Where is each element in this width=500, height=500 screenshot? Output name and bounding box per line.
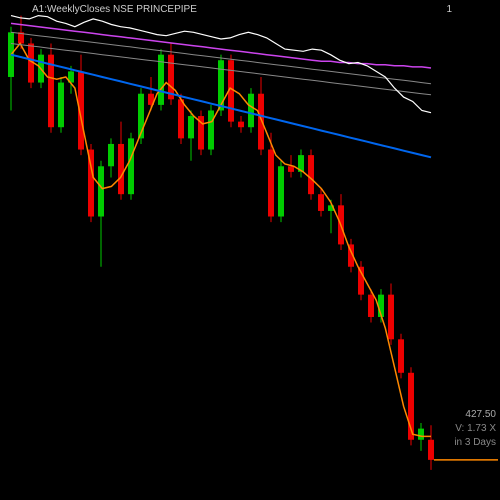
chart-interval: 1 bbox=[446, 4, 452, 15]
volume-label: V: 1.73 X bbox=[454, 422, 496, 436]
last-price: 427.50 bbox=[454, 408, 496, 422]
price-panel: 427.50 V: 1.73 X in 3 Days bbox=[454, 408, 496, 450]
candlestick-chart bbox=[0, 0, 500, 500]
chart-title: A1:WeeklyCloses NSE PRINCEPIPE bbox=[32, 4, 197, 15]
days-label: in 3 Days bbox=[454, 436, 496, 450]
